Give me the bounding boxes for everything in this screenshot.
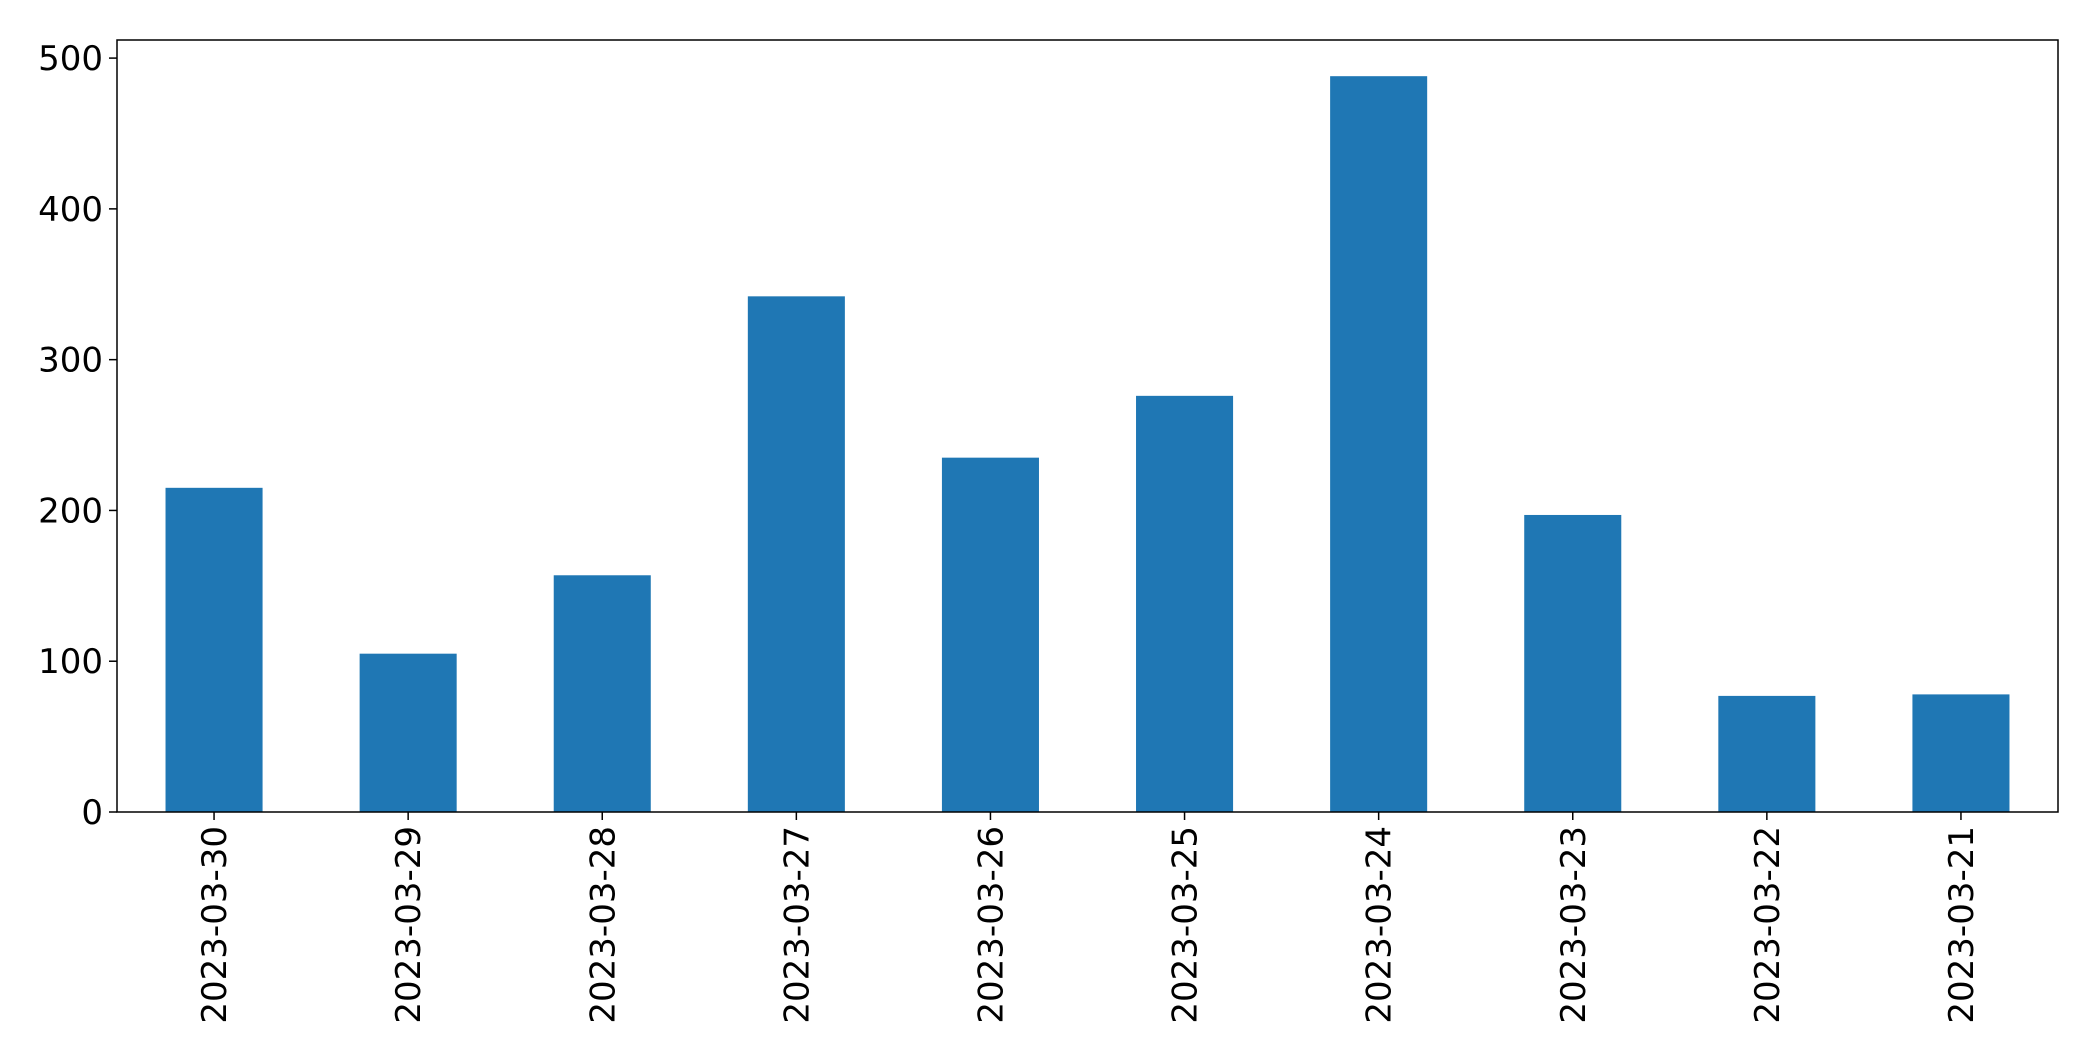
y-tick-label: 200 [38, 491, 103, 531]
y-tick-label: 300 [38, 341, 103, 381]
y-tick-label: 400 [38, 190, 103, 230]
x-tick-label: 2023-03-22 [1748, 826, 1788, 1024]
x-axis: 2023-03-30 2023-03-29 2023-03-28 2023-03-27… [195, 812, 1982, 1024]
x-tick-label: 2023-03-21 [1942, 826, 1982, 1024]
y-tick-label: 100 [38, 642, 103, 682]
x-tick-label: 2023-03-24 [1360, 826, 1400, 1024]
bars-layer [165, 76, 2010, 812]
bar-2023-03-25 [1136, 395, 1234, 812]
bar-2023-03-27 [747, 296, 845, 812]
x-tick-label: 2023-03-29 [389, 826, 429, 1024]
bar-2023-03-26 [941, 457, 1039, 812]
bar-2023-03-29 [359, 653, 457, 812]
plot-frame [116, 39, 2059, 813]
x-tick-label: 2023-03-23 [1554, 826, 1594, 1024]
bar-2023-03-24 [1330, 76, 1428, 812]
x-tick-label: 2023-03-30 [195, 826, 235, 1024]
x-tick-label: 2023-03-27 [777, 826, 817, 1024]
bar-2023-03-22 [1718, 695, 1816, 812]
bar-2023-03-30 [165, 487, 263, 812]
y-axis: 0 100 200 300 400 500 [38, 39, 117, 833]
bar-2023-03-21 [1912, 694, 2010, 812]
x-tick-label: 2023-03-26 [971, 826, 1011, 1024]
bar-2023-03-23 [1524, 514, 1622, 812]
y-tick-label: 500 [38, 39, 103, 79]
bar-2023-03-28 [553, 575, 651, 812]
x-tick-label: 2023-03-28 [583, 826, 623, 1024]
y-tick-label: 0 [81, 793, 103, 833]
x-tick-label: 2023-03-25 [1166, 826, 1206, 1024]
